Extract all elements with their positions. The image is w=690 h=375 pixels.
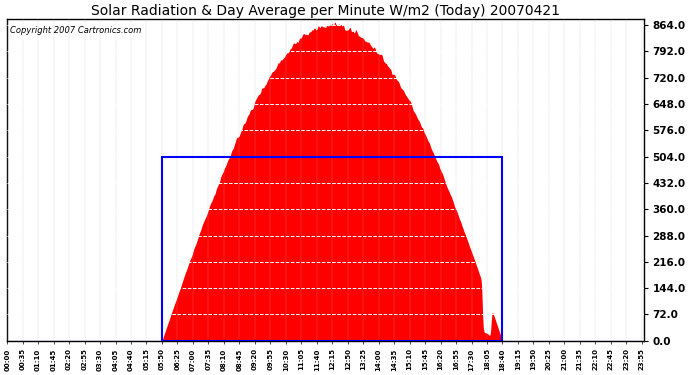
Title: Solar Radiation & Day Average per Minute W/m2 (Today) 20070421: Solar Radiation & Day Average per Minute… (91, 4, 560, 18)
Text: Copyright 2007 Cartronics.com: Copyright 2007 Cartronics.com (10, 26, 141, 35)
Bar (162, 157, 502, 341)
